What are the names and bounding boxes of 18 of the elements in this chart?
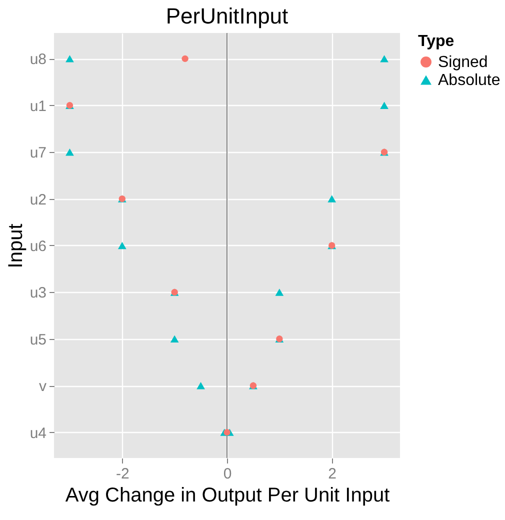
- x-tick-label: 0: [223, 466, 232, 482]
- y-axis-title: Input: [4, 223, 27, 268]
- y-tick-label: u7: [30, 144, 46, 162]
- y-tick-label: u5: [30, 331, 46, 348]
- chart-title: PerUnitInput: [166, 4, 288, 28]
- x-tick-label: -2: [116, 466, 130, 482]
- legend-label: Absolute: [438, 72, 500, 89]
- x-axis-title: Avg Change in Output Per Unit Input: [65, 484, 390, 506]
- y-tick-label: u1: [30, 98, 46, 115]
- y-tick-label: u8: [30, 51, 46, 68]
- x-tick-label: 2: [328, 466, 337, 482]
- y-tick-label: u3: [30, 284, 46, 302]
- legend-label: Signed: [438, 54, 488, 71]
- y-tick-label: u6: [30, 238, 46, 255]
- legend-title: Type: [418, 33, 454, 50]
- y-tick-label: v: [39, 378, 47, 396]
- y-tick-label: u2: [30, 191, 46, 208]
- y-tick-label: u4: [30, 424, 46, 442]
